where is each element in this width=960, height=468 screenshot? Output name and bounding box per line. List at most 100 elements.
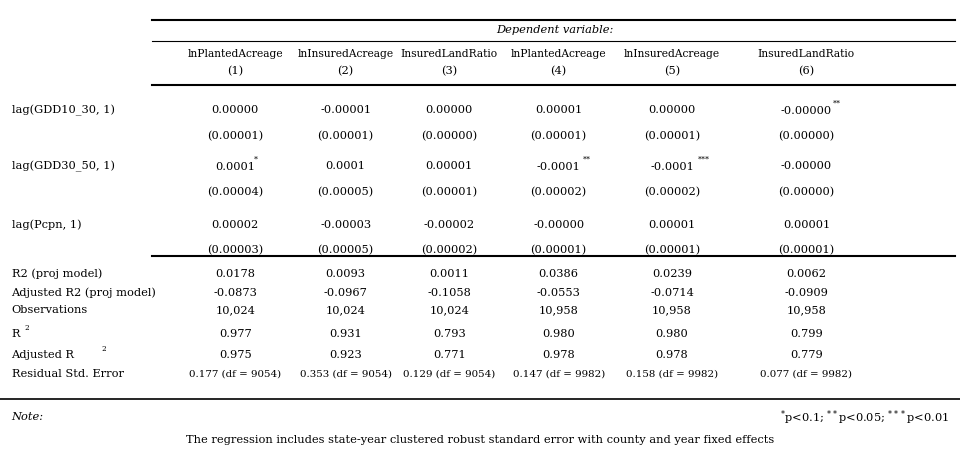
Text: (0.00001): (0.00001)	[644, 131, 700, 141]
Text: (1): (1)	[228, 66, 243, 76]
Text: **: **	[583, 155, 590, 163]
Text: 0.129 (df = 9054): 0.129 (df = 9054)	[403, 370, 495, 379]
Text: Note:: Note:	[12, 412, 43, 423]
Text: 10,024: 10,024	[215, 305, 255, 315]
Text: (0.00002): (0.00002)	[421, 245, 477, 256]
Text: 0.00000: 0.00000	[211, 105, 259, 115]
Text: lnInsuredAcreage: lnInsuredAcreage	[298, 49, 394, 59]
Text: -0.00000: -0.00000	[533, 219, 585, 230]
Text: -0.0001: -0.0001	[537, 162, 581, 172]
Text: InsuredLandRatio: InsuredLandRatio	[757, 49, 855, 59]
Text: **: **	[833, 99, 841, 107]
Text: (0.00001): (0.00001)	[421, 187, 477, 197]
Text: -0.00003: -0.00003	[320, 219, 372, 230]
Text: -0.00000: -0.00000	[780, 106, 832, 116]
Text: 0.00001: 0.00001	[648, 219, 696, 230]
Text: 0.799: 0.799	[790, 329, 823, 339]
Text: $^{*}$p<0.1; $^{**}$p<0.05; $^{***}$p<0.01: $^{*}$p<0.1; $^{**}$p<0.05; $^{***}$p<0.…	[780, 408, 948, 427]
Text: 2: 2	[24, 323, 29, 332]
Text: -0.0001: -0.0001	[650, 162, 694, 172]
Text: *: *	[254, 155, 258, 163]
Text: 0.923: 0.923	[329, 350, 362, 360]
Text: Observations: Observations	[12, 305, 87, 315]
Text: -0.0967: -0.0967	[324, 287, 368, 298]
Text: ***: ***	[698, 155, 710, 163]
Text: 0.077 (df = 9982): 0.077 (df = 9982)	[760, 370, 852, 379]
Text: Adjusted R: Adjusted R	[12, 350, 75, 360]
Text: lag(Pcpn, 1): lag(Pcpn, 1)	[12, 219, 82, 230]
Text: -0.00002: -0.00002	[423, 219, 475, 230]
Text: (0.00001): (0.00001)	[779, 245, 834, 256]
Text: 0.0093: 0.0093	[325, 269, 366, 279]
Text: 0.0178: 0.0178	[215, 269, 255, 279]
Text: 10,024: 10,024	[325, 305, 366, 315]
Text: -0.0714: -0.0714	[650, 287, 694, 298]
Text: 0.0001: 0.0001	[325, 161, 366, 171]
Text: 0.00002: 0.00002	[211, 219, 259, 230]
Text: R2 (proj model): R2 (proj model)	[12, 269, 102, 279]
Text: The regression includes state-year clustered robust standard error with county a: The regression includes state-year clust…	[186, 435, 774, 445]
Text: 0.00001: 0.00001	[782, 219, 830, 230]
Text: 0.147 (df = 9982): 0.147 (df = 9982)	[513, 370, 605, 379]
Text: 0.0386: 0.0386	[539, 269, 579, 279]
Text: R: R	[12, 329, 20, 339]
Text: (0.00004): (0.00004)	[207, 187, 263, 197]
Text: (3): (3)	[442, 66, 457, 76]
Text: 0.0239: 0.0239	[652, 269, 692, 279]
Text: 0.793: 0.793	[433, 329, 466, 339]
Text: 0.978: 0.978	[656, 350, 688, 360]
Text: 10,958: 10,958	[786, 305, 827, 315]
Text: 0.779: 0.779	[790, 350, 823, 360]
Text: -0.00001: -0.00001	[320, 105, 372, 115]
Text: 0.00000: 0.00000	[648, 105, 696, 115]
Text: -0.0909: -0.0909	[784, 287, 828, 298]
Text: 0.980: 0.980	[542, 329, 575, 339]
Text: (4): (4)	[551, 66, 566, 76]
Text: Residual Std. Error: Residual Std. Error	[12, 369, 124, 380]
Text: 0.00001: 0.00001	[535, 105, 583, 115]
Text: 0.978: 0.978	[542, 350, 575, 360]
Text: (0.00003): (0.00003)	[207, 245, 263, 256]
Text: lag(GDD10_30, 1): lag(GDD10_30, 1)	[12, 104, 114, 116]
Text: (0.00001): (0.00001)	[644, 245, 700, 256]
Text: (0.00005): (0.00005)	[318, 187, 373, 197]
Text: lnPlantedAcreage: lnPlantedAcreage	[187, 49, 283, 59]
Text: lag(GDD30_50, 1): lag(GDD30_50, 1)	[12, 161, 114, 172]
Text: (0.00001): (0.00001)	[318, 131, 373, 141]
Text: lnInsuredAcreage: lnInsuredAcreage	[624, 49, 720, 59]
Text: 0.977: 0.977	[219, 329, 252, 339]
Text: 0.975: 0.975	[219, 350, 252, 360]
Text: 0.771: 0.771	[433, 350, 466, 360]
Text: 0.0011: 0.0011	[429, 269, 469, 279]
Text: InsuredLandRatio: InsuredLandRatio	[400, 49, 498, 59]
Text: 0.980: 0.980	[656, 329, 688, 339]
Text: Dependent variable:: Dependent variable:	[496, 25, 613, 36]
Text: (0.00002): (0.00002)	[644, 187, 700, 197]
Text: 2: 2	[102, 344, 107, 353]
Text: (6): (6)	[799, 66, 814, 76]
Text: (0.00000): (0.00000)	[779, 187, 834, 197]
Text: -0.0873: -0.0873	[213, 287, 257, 298]
Text: lnPlantedAcreage: lnPlantedAcreage	[511, 49, 607, 59]
Text: 0.00001: 0.00001	[425, 161, 473, 171]
Text: (0.00002): (0.00002)	[531, 187, 587, 197]
Text: 10,024: 10,024	[429, 305, 469, 315]
Text: (0.00001): (0.00001)	[531, 131, 587, 141]
Text: 0.353 (df = 9054): 0.353 (df = 9054)	[300, 370, 392, 379]
Text: (0.00000): (0.00000)	[779, 131, 834, 141]
Text: 0.177 (df = 9054): 0.177 (df = 9054)	[189, 370, 281, 379]
Text: -0.0553: -0.0553	[537, 287, 581, 298]
Text: (5): (5)	[664, 66, 680, 76]
Text: (0.00001): (0.00001)	[207, 131, 263, 141]
Text: (0.00001): (0.00001)	[531, 245, 587, 256]
Text: (0.00005): (0.00005)	[318, 245, 373, 256]
Text: 0.931: 0.931	[329, 329, 362, 339]
Text: 0.00000: 0.00000	[425, 105, 473, 115]
Text: (0.00000): (0.00000)	[421, 131, 477, 141]
Text: (2): (2)	[338, 66, 353, 76]
Text: -0.00000: -0.00000	[780, 161, 832, 171]
Text: Adjusted R2 (proj model): Adjusted R2 (proj model)	[12, 287, 156, 298]
Text: 10,958: 10,958	[539, 305, 579, 315]
Text: 0.158 (df = 9982): 0.158 (df = 9982)	[626, 370, 718, 379]
Text: 10,958: 10,958	[652, 305, 692, 315]
